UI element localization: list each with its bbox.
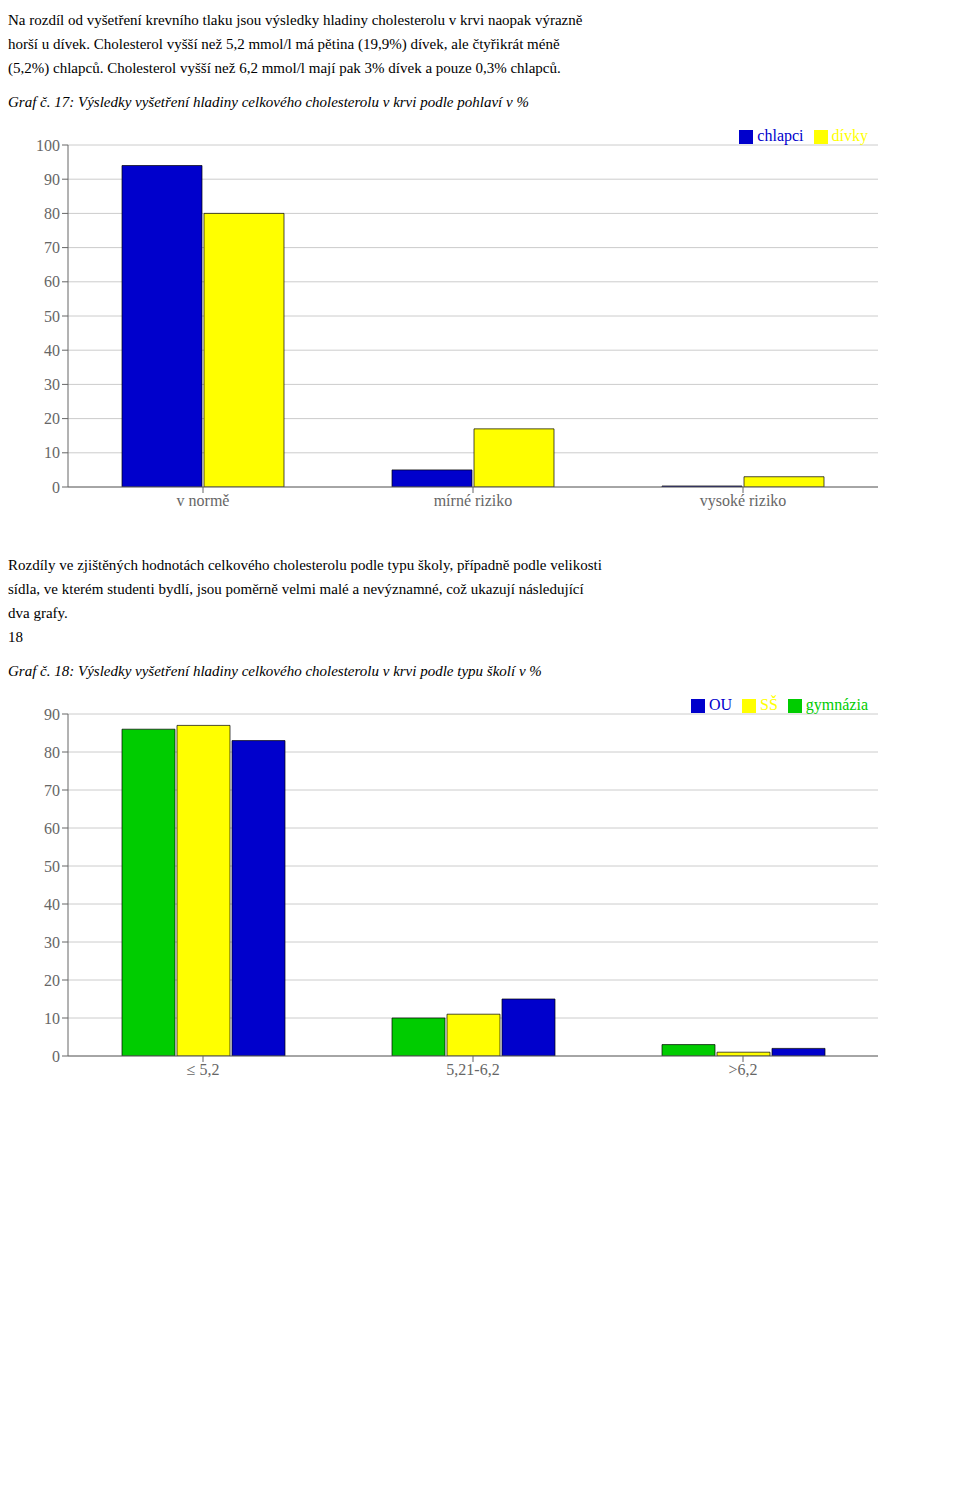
html-text:sídla, ve kterém studenti bydl: sídla, ve kterém studenti bydlí, jsou po… <box>8 581 584 597</box>
svg-text:90: 90 <box>44 706 60 723</box>
svg-text:40: 40 <box>44 342 60 359</box>
svg-text:5,21-6,2: 5,21-6,2 <box>446 1061 499 1078</box>
svg-text:0: 0 <box>52 479 60 496</box>
html-text:Na rozdíl od vyšetření krevníh: Na rozdíl od vyšetření krevního tlaku js… <box>8 12 583 28</box>
html-text:dívky: dívky <box>831 127 868 144</box>
svg-text:80: 80 <box>44 205 60 222</box>
html-text:(5,2%) chlapců. Cholesterol vy: (5,2%) chlapců. Cholesterol vyšší než 6,… <box>8 60 561 76</box>
svg-text:100: 100 <box>36 137 60 154</box>
html-text:SŠ: SŠ <box>760 696 778 713</box>
svg-text:>6,2: >6,2 <box>728 1061 757 1078</box>
svg-text:50: 50 <box>44 308 60 325</box>
svg-text:30: 30 <box>44 376 60 393</box>
svg-text:80: 80 <box>44 744 60 761</box>
svg-text:60: 60 <box>44 273 60 290</box>
svg-text:v normě: v normě <box>177 492 230 509</box>
svg-text:≤ 5,2: ≤ 5,2 <box>187 1061 220 1078</box>
html-text:horší u dívek. Cholesterol vyš: horší u dívek. Cholesterol vyšší než 5,2… <box>8 36 560 52</box>
svg-text:0: 0 <box>52 1048 60 1065</box>
svg-text:60: 60 <box>44 820 60 837</box>
html-text:chlapci: chlapci <box>757 127 804 144</box>
html-text:18: 18 <box>8 629 23 645</box>
svg-text:10: 10 <box>44 1010 60 1027</box>
svg-text:20: 20 <box>44 972 60 989</box>
html-text:Rozdíly ve zjištěných hodnotác: Rozdíly ve zjištěných hodnotách celkovéh… <box>8 557 602 573</box>
svg-text:70: 70 <box>44 782 60 799</box>
svg-text:vysoké riziko: vysoké riziko <box>700 492 787 510</box>
svg-text:10: 10 <box>44 444 60 461</box>
html-text:OU: OU <box>708 696 732 713</box>
svg-text:40: 40 <box>44 896 60 913</box>
html-text:Graf č. 18: Výsledky vyšetření: Graf č. 18: Výsledky vyšetření hladiny c… <box>8 663 542 679</box>
svg-text:20: 20 <box>44 410 60 427</box>
html-text:Graf č. 17: Výsledky vyšetření: Graf č. 17: Výsledky vyšetření hladiny c… <box>8 94 529 110</box>
html-text:gymnázia: gymnázia <box>805 696 868 713</box>
svg-text:70: 70 <box>44 239 60 256</box>
html-text:dva grafy.: dva grafy. <box>8 605 68 621</box>
svg-text:90: 90 <box>44 171 60 188</box>
svg-text:50: 50 <box>44 858 60 875</box>
svg-text:mírné riziko: mírné riziko <box>434 492 513 509</box>
svg-text:30: 30 <box>44 934 60 951</box>
